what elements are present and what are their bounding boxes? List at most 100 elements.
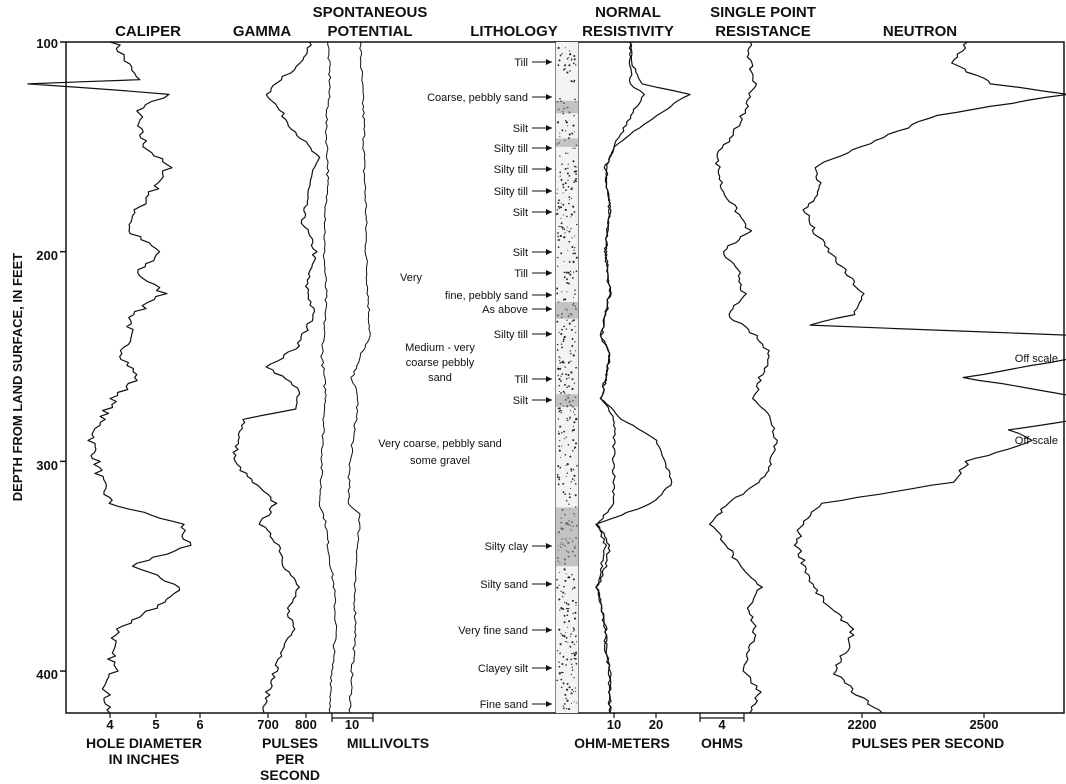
lithology-dot — [557, 465, 560, 468]
lith-label-silty-till: Silty till — [494, 164, 528, 176]
lithology-dot — [566, 226, 568, 228]
lithology-dot — [566, 699, 569, 702]
lithology-dot — [563, 706, 565, 708]
lithology-dot — [566, 610, 569, 612]
lithology-arrow-head — [546, 292, 552, 298]
lith-label-till: Till — [514, 268, 528, 280]
lithology-dot — [568, 377, 570, 379]
lithology-dot — [556, 679, 558, 682]
neutron-tick-2500: 2500 — [970, 717, 999, 732]
lithology-dot — [565, 436, 567, 438]
lithology-dot — [558, 661, 560, 663]
lithology-dot — [575, 651, 578, 654]
lithology-arrow-head — [546, 331, 552, 337]
lithology-dot — [563, 635, 566, 638]
gamma-title: GAMMA — [233, 23, 291, 40]
lithology-dot — [573, 652, 575, 654]
lithology-dot — [575, 662, 578, 665]
lith-label-sand: sand — [428, 372, 452, 384]
lithology-dot — [560, 686, 563, 689]
lithology-dot — [562, 671, 564, 674]
lithology-dot — [569, 350, 571, 352]
lithology-dot — [567, 361, 571, 364]
lithology-dot — [556, 343, 559, 346]
lithology-dot — [566, 278, 568, 281]
lithology-dot — [564, 119, 567, 122]
lithology-dot — [565, 637, 568, 639]
lithology-dot — [574, 289, 576, 291]
sp-trace-2 — [318, 41, 338, 714]
lith-label-coarse-pebbly: coarse pebbly — [406, 357, 475, 369]
lithology-dot — [559, 171, 562, 174]
lithology-dot — [562, 482, 565, 485]
lithology-dot — [557, 418, 560, 420]
lithology-dot — [574, 246, 576, 249]
lith-label-very-coarse-pebbly-sand: Very coarse, pebbly sand — [378, 438, 502, 450]
lithology-dot — [563, 621, 566, 624]
lithology-dot — [566, 291, 568, 293]
resistivity-tick-20: 20 — [649, 717, 663, 732]
lithology-dot — [572, 271, 575, 273]
lithology-dot — [567, 641, 569, 643]
lithology-dot — [559, 367, 562, 370]
lithology-dot — [563, 325, 565, 328]
gamma-xlabel-line1: PULSES — [262, 735, 318, 751]
lithology-dot — [560, 53, 562, 55]
lithology-dot — [557, 212, 559, 215]
lithology-dot — [557, 235, 560, 238]
lithology-dot — [566, 417, 568, 420]
lithology-dot — [568, 202, 570, 205]
lithology-dot — [561, 163, 563, 165]
lithology-dot — [565, 697, 567, 700]
lithology-dot — [575, 173, 577, 175]
lithology-dot — [567, 163, 569, 165]
neutron-title: NEUTRON — [883, 23, 957, 40]
lithology-dot — [564, 208, 567, 212]
lithology-dot — [570, 470, 573, 472]
lithology-dot — [560, 217, 562, 220]
lithology-dot — [566, 688, 569, 691]
lithology-dot — [560, 590, 562, 592]
lithology-dot — [568, 503, 570, 505]
caliper-trace — [27, 41, 192, 714]
lithology-dot — [563, 568, 566, 571]
lithology-dot — [567, 271, 570, 274]
lithology-dot — [569, 70, 571, 72]
lithology-dot — [558, 239, 561, 241]
lithology-dot — [569, 418, 571, 420]
lithology-dot — [575, 506, 577, 508]
lithology-dot — [572, 411, 575, 413]
lithology-dot — [564, 493, 567, 495]
lithology-dot — [573, 408, 576, 410]
lithology-dot — [557, 483, 560, 486]
lithology-dot — [567, 626, 569, 628]
lithology-dot — [562, 228, 564, 230]
lithology-dot — [558, 225, 560, 228]
lithology-dot — [566, 658, 569, 661]
lithology-dot — [556, 320, 559, 323]
lithology-dot — [572, 160, 575, 163]
lithology-dot — [563, 228, 566, 230]
lithology-dot — [567, 125, 569, 127]
lithology-dot — [560, 225, 562, 228]
lithology-dot — [574, 293, 576, 296]
lithology-dot — [568, 608, 570, 610]
lithology-dot — [562, 705, 564, 707]
lithology-arrow-head — [546, 209, 552, 215]
lithology-dot — [561, 129, 564, 132]
lithology-dot — [568, 707, 571, 711]
lithology-dot — [575, 177, 578, 180]
lithology-dot — [574, 687, 577, 689]
lithology-dot — [567, 56, 569, 59]
lithology-dot — [570, 673, 573, 676]
lithology-dot — [576, 166, 578, 168]
log-traces — [27, 41, 1066, 714]
lith-label-silty-sand: Silty sand — [480, 579, 528, 591]
lithology-arrow-head — [546, 665, 552, 671]
lithology-dot — [574, 179, 577, 182]
lithology-title: LITHOLOGY — [470, 23, 558, 40]
lithology-dot — [562, 340, 565, 343]
lithology-dot — [571, 652, 573, 655]
lithology-dot — [576, 641, 578, 643]
lithology-dot — [572, 205, 575, 208]
